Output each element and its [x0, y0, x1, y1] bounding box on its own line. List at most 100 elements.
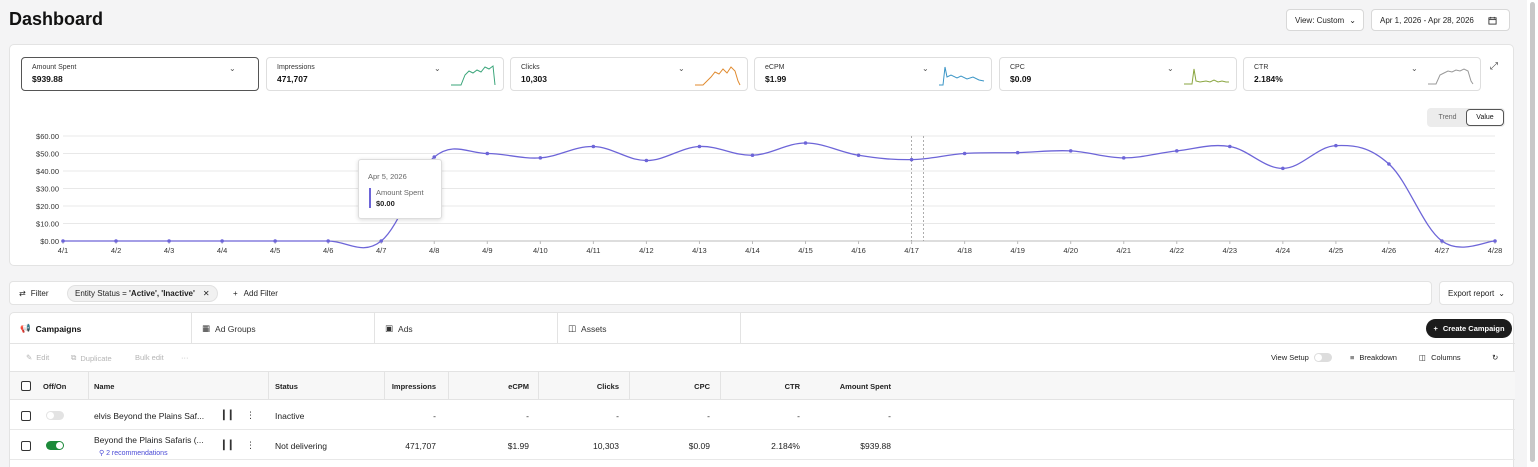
row-switch[interactable] [46, 431, 64, 460]
data-point [856, 153, 861, 158]
row-impressions: 471,707 [405, 440, 436, 451]
columns-button[interactable]: ◫ Columns [1419, 353, 1461, 362]
toggle-switch[interactable] [46, 411, 64, 420]
view-select[interactable]: View: Custom ⌄ [1286, 9, 1364, 31]
bulk-edit-button[interactable]: Bulk edit [135, 353, 164, 362]
y-tick-label: $60.00 [36, 132, 59, 141]
create-campaign-button[interactable]: + Create Campaign [1426, 319, 1512, 338]
row-amount: $939.88 [860, 440, 891, 451]
col-off-on[interactable]: Off/On [43, 381, 67, 391]
table-row[interactable]: elvis Beyond the Plains Saf... ▎▎ ⋮ Inac… [10, 401, 1515, 430]
col-ctr[interactable]: CTR [784, 381, 800, 391]
duplicate-button[interactable]: ⧉ Duplicate [71, 353, 112, 363]
image-icon: ◫ [568, 323, 577, 333]
view-setup-toggle[interactable]: View Setup [1271, 353, 1332, 362]
chart-card: Amount Spent $939.88 ⌄ Impressions 471,7… [9, 44, 1514, 266]
data-point [1440, 239, 1444, 243]
more-actions-button[interactable]: ··· [181, 353, 189, 362]
col-name[interactable]: Name [94, 381, 115, 391]
metric-label: Amount Spent [32, 64, 77, 71]
pencil-icon: ✎ [26, 353, 33, 362]
chevron-down-icon[interactable]: ⌄ [229, 64, 236, 73]
row-name[interactable]: Beyond the Plains Safaris (... [94, 434, 204, 445]
col-ecpm[interactable]: eCPM [508, 381, 529, 391]
row-ctr: - [797, 410, 800, 421]
bar-chart-icon[interactable]: ▎▎ [223, 440, 237, 450]
toggle-switch[interactable] [46, 441, 64, 450]
col-cpc[interactable]: CPC [694, 381, 710, 391]
export-report-button[interactable]: Export report ⌄ [1439, 281, 1514, 305]
tab-label: Ads [398, 323, 413, 334]
bar-chart-icon[interactable]: ▎▎ [223, 410, 237, 420]
col-status[interactable]: Status [275, 381, 298, 391]
col-clicks[interactable]: Clicks [596, 381, 619, 391]
tab-campaigns[interactable]: 📢 Campaigns [10, 313, 192, 344]
x-tick-label: 4/16 [851, 246, 866, 255]
filter-chip-entity-status[interactable]: Entity Status = 'Active', 'Inactive' ✕ [67, 285, 218, 302]
checkbox[interactable] [21, 381, 31, 391]
data-point [379, 239, 384, 243]
chevron-down-icon[interactable]: ⌄ [678, 64, 685, 73]
row-checkbox[interactable] [21, 401, 31, 430]
table-row[interactable]: Beyond the Plains Safaris (... ⚲ 2 recom… [10, 431, 1515, 460]
row-checkbox[interactable] [21, 431, 31, 460]
filter-button[interactable]: ⇄ Filter [19, 289, 48, 298]
data-point [591, 144, 596, 149]
collapse-icon[interactable]: ⤢ [1490, 61, 1498, 72]
view-select-label: View: Custom [1295, 15, 1345, 25]
row-name[interactable]: elvis Beyond the Plains Saf... [94, 410, 205, 421]
col-amount-spent[interactable]: Amount Spent [839, 381, 891, 391]
metric-clicks[interactable]: Clicks 10,303 ⌄ [510, 57, 748, 91]
data-point [803, 141, 808, 145]
scrollbar[interactable] [1527, 0, 1538, 467]
data-point [326, 239, 330, 243]
sparkline-cpc [1184, 68, 1229, 85]
chevron-down-icon[interactable]: ⌄ [922, 64, 929, 73]
scrollbar-thumb[interactable] [1530, 2, 1535, 462]
x-tick-label: 4/20 [1063, 246, 1078, 255]
plus-icon: + [1433, 324, 1438, 333]
x-tick-label: 4/17 [904, 246, 919, 255]
chevron-down-icon[interactable]: ⌄ [434, 64, 441, 73]
metric-ecpm[interactable]: eCPM $1.99 ⌄ [754, 57, 992, 91]
table-card: 📢 Campaigns ▦ Ad Groups ▣ Ads ◫ Assets +… [9, 312, 1515, 467]
x-tick-label: 4/7 [376, 246, 386, 255]
data-point [1068, 149, 1073, 153]
tab-assets[interactable]: ◫ Assets [558, 313, 741, 344]
data-point [909, 157, 914, 162]
breakdown-button[interactable]: ≡ Breakdown [1350, 353, 1397, 362]
col-impressions[interactable]: Impressions [391, 381, 436, 391]
x-tick-label: 4/5 [270, 246, 280, 255]
date-range-picker[interactable]: Apr 1, 2026 - Apr 28, 2026 [1371, 9, 1510, 31]
row-switch[interactable] [46, 401, 64, 430]
more-vertical-icon[interactable]: ⋮ [246, 410, 255, 420]
value-toggle[interactable]: Value [1466, 109, 1504, 126]
edit-button[interactable]: ✎ Edit [26, 353, 49, 362]
series-line-amount-spent [63, 142, 1496, 249]
metric-ctr[interactable]: CTR 2.184% ⌄ [1243, 57, 1481, 91]
metric-impressions[interactable]: Impressions 471,707 ⌄ [266, 57, 504, 91]
select-all-checkbox[interactable] [21, 372, 31, 400]
view-setup-switch[interactable] [1313, 353, 1332, 362]
tab-ad-groups[interactable]: ▦ Ad Groups [192, 313, 375, 344]
checkbox[interactable] [21, 440, 31, 451]
data-point [644, 158, 649, 163]
add-filter-button[interactable]: + Add Filter [233, 289, 278, 298]
checkbox[interactable] [21, 410, 31, 421]
x-tick-label: 4/1 [58, 246, 68, 255]
trend-toggle[interactable]: Trend [1438, 114, 1457, 121]
data-point [962, 151, 967, 156]
close-icon[interactable]: ✕ [202, 289, 210, 298]
add-filter-label: Add Filter [243, 289, 278, 298]
tab-ads[interactable]: ▣ Ads [375, 313, 558, 344]
metric-cpc[interactable]: CPC $0.09 ⌄ [999, 57, 1237, 91]
more-vertical-icon[interactable]: ⋮ [246, 440, 255, 450]
recommendations-link[interactable]: ⚲ 2 recommendations [99, 449, 168, 457]
metric-amount-spent[interactable]: Amount Spent $939.88 ⌄ [21, 57, 259, 91]
x-tick-label: 4/18 [957, 246, 972, 255]
chevron-down-icon[interactable]: ⌄ [1167, 64, 1174, 73]
refresh-icon[interactable]: ↻ [1492, 353, 1499, 362]
x-tick-label: 4/3 [164, 246, 174, 255]
chevron-down-icon[interactable]: ⌄ [1411, 64, 1418, 73]
row-status: Inactive [275, 410, 305, 421]
